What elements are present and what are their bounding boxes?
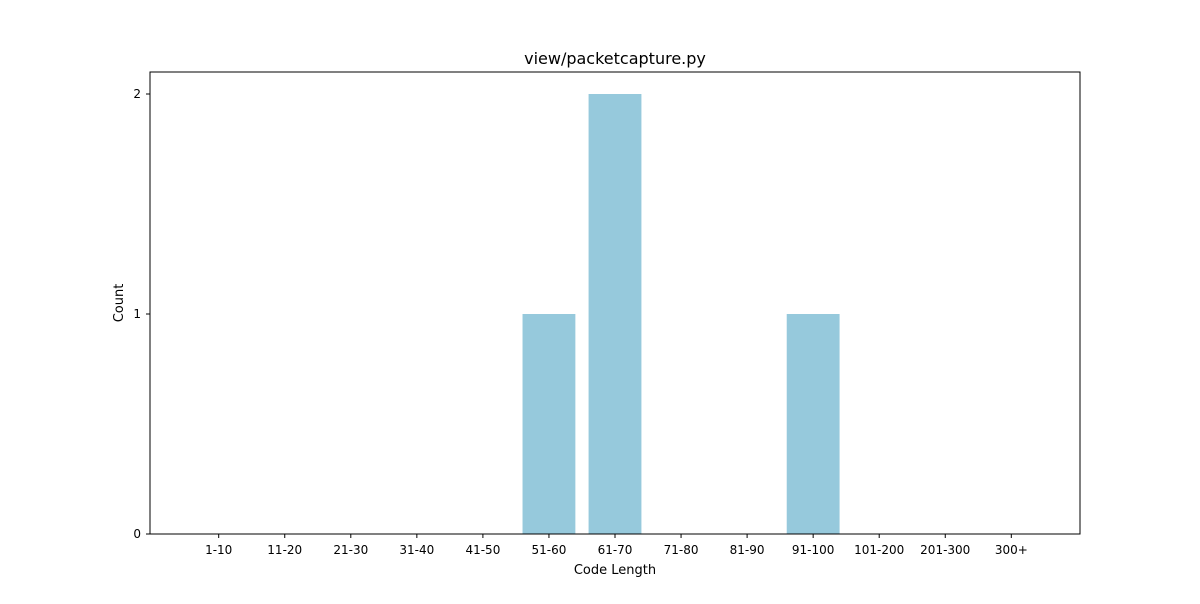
y-tick-label: 1 [133, 307, 141, 321]
x-tick-label: 300+ [995, 543, 1028, 557]
bar-61-70 [588, 94, 642, 534]
x-tick-label: 1-10 [205, 543, 232, 557]
x-axis-ticks: 1-10 11-20 21-30 31-40 41-50 51-60 61-70 71-80 8… [205, 534, 1028, 557]
x-tick-label: 61-70 [598, 543, 633, 557]
chart-title: view/packetcapture.py [524, 49, 706, 68]
x-tick-label: 91-100 [792, 543, 835, 557]
x-tick-label: 21-30 [333, 543, 368, 557]
x-tick-label: 201-300 [920, 543, 970, 557]
x-tick-label: 31-40 [399, 543, 434, 557]
x-tick-label: 51-60 [532, 543, 567, 557]
x-tick-label: 41-50 [465, 543, 500, 557]
x-tick-label: 11-20 [267, 543, 302, 557]
x-tick-label: 71-80 [664, 543, 699, 557]
y-tick-label: 2 [133, 87, 141, 101]
x-tick-label: 101-200 [854, 543, 904, 557]
bars-group [522, 94, 840, 534]
y-axis-ticks: 0 1 2 [133, 87, 150, 541]
y-tick-label: 0 [133, 527, 141, 541]
bar-51-60 [522, 314, 576, 534]
bar-91-100 [786, 314, 840, 534]
x-axis-label: Code Length [574, 563, 656, 578]
y-axis-label: Count [112, 284, 127, 323]
x-tick-label: 81-90 [730, 543, 765, 557]
